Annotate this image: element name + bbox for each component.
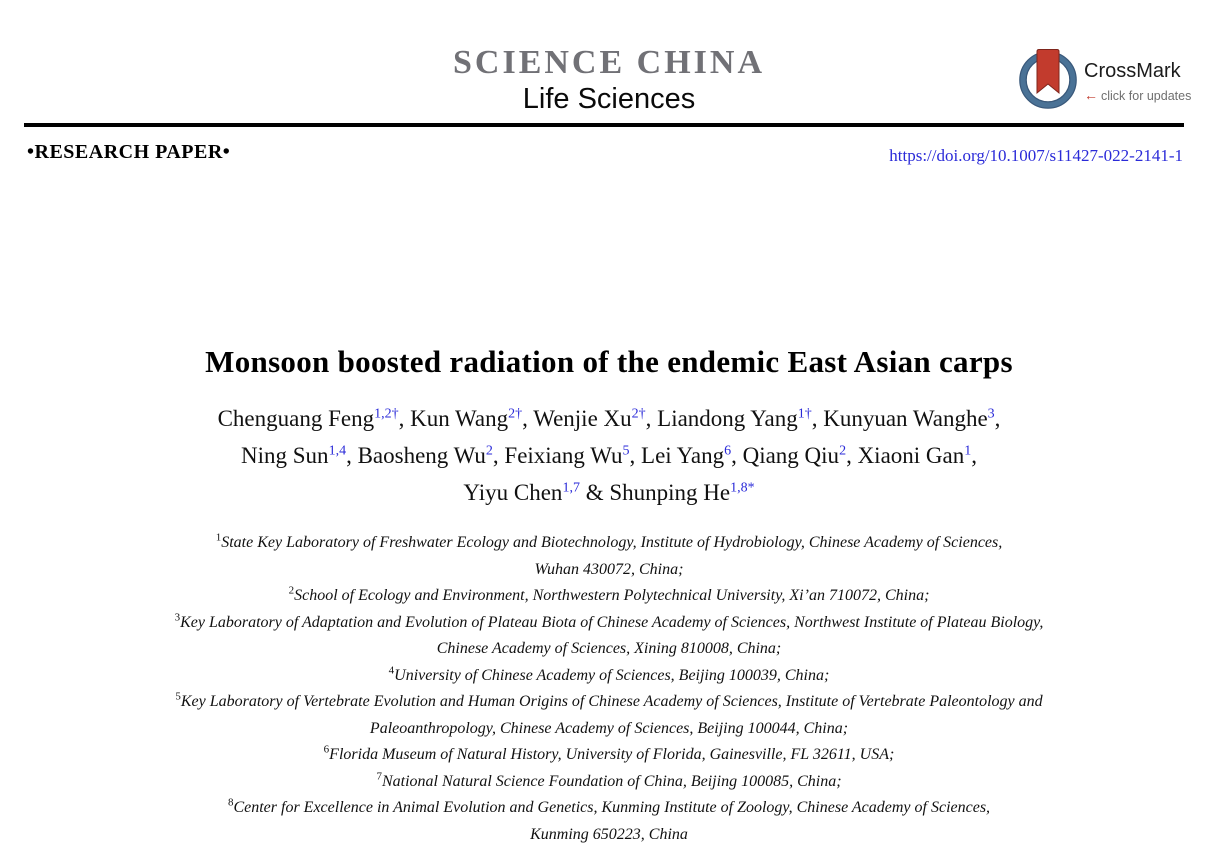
author-affiliation-sup: 6 bbox=[724, 443, 732, 459]
author-affiliation-sup: 2† bbox=[508, 406, 523, 422]
affiliation-line: 6Florida Museum of Natural History, Univ… bbox=[0, 742, 1218, 769]
affiliation-text: School of Ecology and Environment, North… bbox=[294, 587, 930, 604]
author-separator: , bbox=[846, 443, 858, 468]
paper-title: Monsoon boosted radiation of the endemic… bbox=[205, 344, 1013, 379]
author-affiliation-sup: 5 bbox=[622, 443, 630, 459]
affiliation-number-sup: 5 bbox=[175, 690, 181, 703]
author-name: Qiang Qiu bbox=[742, 443, 840, 468]
author-name: Baosheng Wu bbox=[357, 443, 486, 468]
author-line: Ning Sun1,4, Baosheng Wu2, Feixiang Wu5,… bbox=[0, 437, 1218, 474]
affiliation-text: University of Chinese Academy of Science… bbox=[394, 666, 830, 684]
affiliation-text: Key Laboratory of Vertebrate Evolution a… bbox=[180, 693, 1043, 710]
affiliation-line: 5Key Laboratory of Vertebrate Evolution … bbox=[0, 689, 1218, 716]
affiliation-line: Chinese Academy of Sciences, Xining 8100… bbox=[0, 636, 1218, 663]
doi-link[interactable]: https://doi.org/10.1007/s11427-022-2141-… bbox=[889, 146, 1183, 165]
author-name: Ning Sun bbox=[241, 443, 329, 468]
crossmark-tagline-text: click for updates bbox=[1101, 89, 1192, 103]
crossmark-badge[interactable]: CrossMark ← click for updates bbox=[1018, 47, 1198, 111]
crossmark-tagline: ← click for updates bbox=[1084, 87, 1191, 103]
author-affiliation-sup: 2 bbox=[839, 443, 847, 459]
affiliation-line: 4University of Chinese Academy of Scienc… bbox=[0, 663, 1218, 690]
affiliation-line: 8Center for Excellence in Animal Evoluti… bbox=[0, 795, 1218, 822]
affiliation-text: State Key Laboratory of Freshwater Ecolo… bbox=[221, 534, 1003, 551]
author-line: Chenguang Feng1,2†, Kun Wang2†, Wenjie X… bbox=[0, 400, 1218, 437]
affiliation-text: Chinese Academy of Sciences, Xining 8100… bbox=[436, 640, 782, 657]
author-affiliation-sup: 1† bbox=[797, 406, 812, 422]
affiliation-list: 1State Key Laboratory of Freshwater Ecol… bbox=[0, 530, 1218, 848]
author-name: Xiaoni Gan bbox=[857, 443, 965, 468]
header-divider bbox=[24, 123, 1184, 127]
crossmark-label: CrossMark bbox=[1084, 60, 1181, 82]
author-lines: Chenguang Feng1,2†, Kun Wang2†, Wenjie X… bbox=[0, 400, 1218, 511]
author-name: Liandong Yang bbox=[657, 406, 798, 431]
author-separator: , bbox=[994, 406, 1001, 431]
author-separator: , bbox=[522, 406, 534, 431]
author-separator: , bbox=[645, 406, 658, 431]
affiliation-text: Kunming 650223, China bbox=[530, 825, 688, 843]
affiliation-number-sup: 1 bbox=[215, 531, 222, 544]
affiliation-number-sup: 3 bbox=[174, 611, 181, 624]
author-separator: , bbox=[398, 406, 411, 431]
journal-subtitle: Life Sciences bbox=[522, 83, 696, 115]
author-separator: , bbox=[346, 443, 358, 468]
affiliation-text: Center for Excellence in Animal Evolutio… bbox=[233, 799, 991, 816]
affiliation-number-sup: 2 bbox=[288, 584, 295, 597]
author-affiliation-sup: 3 bbox=[987, 406, 995, 422]
affiliation-line: 1State Key Laboratory of Freshwater Ecol… bbox=[0, 530, 1218, 557]
author-affiliation-sup: 1,4 bbox=[328, 443, 347, 459]
affiliation-text: Florida Museum of Natural History, Unive… bbox=[329, 746, 895, 763]
author-separator: & bbox=[579, 480, 610, 505]
author-affiliation-sup: 2† bbox=[631, 406, 646, 422]
author-affiliation-sup: 1,2† bbox=[374, 406, 399, 422]
author-name: Wenjie Xu bbox=[533, 406, 632, 431]
affiliation-number-sup: 4 bbox=[388, 664, 395, 677]
author-separator: , bbox=[492, 443, 505, 468]
affiliation-line: Paleoanthropology, Chinese Academy of Sc… bbox=[0, 716, 1218, 743]
author-name: Lei Yang bbox=[641, 443, 725, 468]
affiliation-text: Key Laboratory of Adaptation and Evoluti… bbox=[180, 613, 1044, 631]
affiliation-number-sup: 8 bbox=[227, 796, 234, 809]
author-affiliation-sup: 1,7 bbox=[562, 480, 580, 496]
left-arrow-icon: ← bbox=[1084, 87, 1098, 103]
crossmark-icon bbox=[1019, 49, 1077, 109]
author-separator: , bbox=[731, 443, 743, 468]
affiliation-number-sup: 7 bbox=[376, 770, 382, 783]
author-name: Chenguang Feng bbox=[217, 406, 375, 431]
author-name: Shunping He bbox=[609, 480, 731, 505]
affiliation-line: 2School of Ecology and Environment, Nort… bbox=[0, 583, 1218, 610]
author-separator: , bbox=[811, 406, 824, 431]
author-separator: , bbox=[971, 443, 977, 468]
author-affiliation-sup: 2 bbox=[485, 443, 493, 459]
affiliation-number-sup: 6 bbox=[323, 743, 330, 756]
author-affiliation-sup: 1,8* bbox=[730, 480, 755, 496]
affiliation-text: Paleoanthropology, Chinese Academy of Sc… bbox=[369, 719, 849, 737]
author-separator: , bbox=[629, 443, 642, 468]
affiliation-line: Wuhan 430072, China; bbox=[0, 557, 1218, 584]
author-name: Kunyuan Wanghe bbox=[823, 406, 988, 431]
affiliation-text: National Natural Science Foundation of C… bbox=[381, 772, 842, 790]
paper-type-label: •RESEARCH PAPER• bbox=[27, 141, 231, 163]
affiliation-line: Kunming 650223, China bbox=[0, 822, 1218, 848]
author-line: Yiyu Chen1,7 & Shunping He1,8* bbox=[0, 474, 1218, 511]
affiliation-text: Wuhan 430072, China; bbox=[534, 560, 684, 578]
author-name: Yiyu Chen bbox=[463, 480, 563, 505]
author-name: Feixiang Wu bbox=[504, 443, 623, 468]
affiliation-line: 3Key Laboratory of Adaptation and Evolut… bbox=[0, 610, 1218, 637]
author-affiliation-sup: 1 bbox=[964, 443, 972, 459]
author-name: Kun Wang bbox=[410, 406, 509, 431]
journal-name: SCIENCE CHINA bbox=[453, 44, 765, 81]
affiliation-line: 7National Natural Science Foundation of … bbox=[0, 769, 1218, 796]
